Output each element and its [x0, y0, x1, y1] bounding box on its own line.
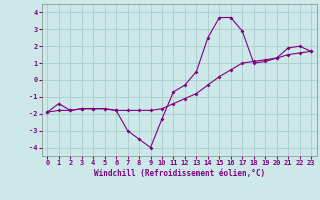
X-axis label: Windchill (Refroidissement éolien,°C): Windchill (Refroidissement éolien,°C) — [94, 169, 265, 178]
